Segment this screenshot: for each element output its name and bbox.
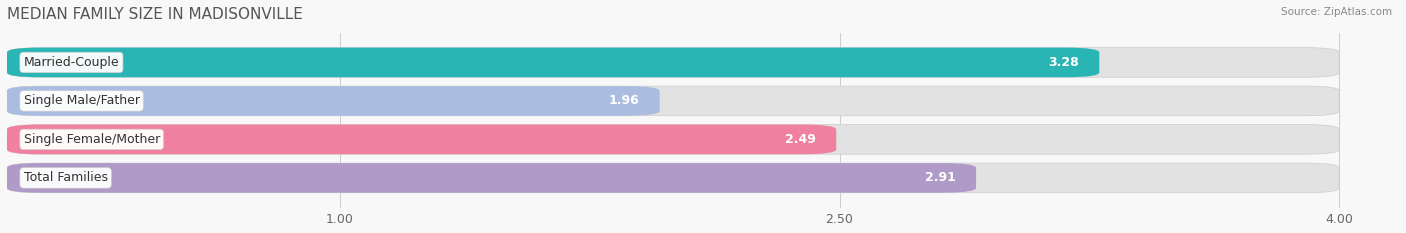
Text: MEDIAN FAMILY SIZE IN MADISONVILLE: MEDIAN FAMILY SIZE IN MADISONVILLE	[7, 7, 302, 22]
FancyBboxPatch shape	[7, 86, 1339, 116]
Text: Total Families: Total Families	[24, 171, 108, 184]
Text: Source: ZipAtlas.com: Source: ZipAtlas.com	[1281, 7, 1392, 17]
FancyBboxPatch shape	[7, 48, 1099, 77]
Text: Single Male/Father: Single Male/Father	[24, 94, 139, 107]
Text: 3.28: 3.28	[1049, 56, 1080, 69]
Text: Married-Couple: Married-Couple	[24, 56, 120, 69]
FancyBboxPatch shape	[7, 163, 976, 193]
Text: 2.91: 2.91	[925, 171, 956, 184]
Text: 1.96: 1.96	[609, 94, 640, 107]
FancyBboxPatch shape	[7, 125, 1339, 154]
FancyBboxPatch shape	[7, 125, 837, 154]
Text: 2.49: 2.49	[786, 133, 817, 146]
FancyBboxPatch shape	[7, 86, 659, 116]
FancyBboxPatch shape	[7, 48, 1339, 77]
Text: Single Female/Mother: Single Female/Mother	[24, 133, 160, 146]
FancyBboxPatch shape	[7, 163, 1339, 193]
